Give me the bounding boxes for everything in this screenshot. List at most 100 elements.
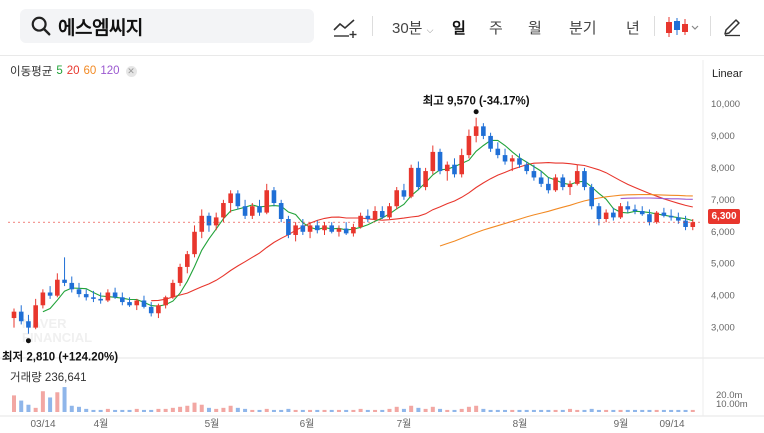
candle xyxy=(293,222,298,242)
volume-tick-label: 10.00m xyxy=(716,399,748,410)
volume-bar xyxy=(531,409,536,412)
candle xyxy=(618,203,623,219)
volume-bar xyxy=(76,406,81,412)
price-tick-label: 10,000 xyxy=(711,99,740,110)
volume-bar xyxy=(517,409,522,412)
volume-bar xyxy=(221,407,226,412)
volume-bar xyxy=(633,409,638,412)
candle xyxy=(430,145,436,175)
candle xyxy=(221,199,226,223)
candle xyxy=(481,123,486,140)
candle xyxy=(661,207,667,218)
candle-body xyxy=(228,193,233,204)
ma20-line xyxy=(151,162,693,302)
volume-bar xyxy=(293,409,298,412)
candle-body xyxy=(11,311,17,319)
search-icon xyxy=(31,16,51,36)
volume-bar xyxy=(503,409,508,412)
candle xyxy=(228,190,233,213)
candle-body xyxy=(647,214,652,223)
candle-body xyxy=(488,135,493,149)
ma120-line xyxy=(620,197,693,200)
volume-bar xyxy=(611,409,616,412)
volume-bar xyxy=(257,409,262,412)
candle-body xyxy=(293,225,298,235)
candle-body xyxy=(589,187,594,207)
candle-body xyxy=(524,164,529,172)
candle-body xyxy=(473,126,479,136)
candle-body xyxy=(26,321,31,328)
candle-body xyxy=(177,266,183,283)
candle-body xyxy=(538,177,544,184)
volume-bar xyxy=(48,397,53,412)
volume-bar xyxy=(19,400,24,412)
ma5-line xyxy=(42,139,693,313)
candle-body xyxy=(509,158,515,162)
candle-body xyxy=(18,311,24,322)
volume-bar xyxy=(654,409,659,412)
close-icon[interactable]: ✕ xyxy=(125,65,137,77)
volume-bar xyxy=(481,408,486,412)
tab-day[interactable]: 일 xyxy=(452,20,466,37)
price-tick-label: 6,000 xyxy=(711,227,735,238)
candle xyxy=(336,225,342,237)
volume-bar xyxy=(394,406,399,412)
candle xyxy=(300,219,306,235)
candle-body xyxy=(141,300,147,307)
search-box[interactable]: 에스엠씨지 xyxy=(20,9,314,43)
candle-body xyxy=(213,217,219,226)
candle xyxy=(639,206,645,216)
candle-body xyxy=(632,209,638,212)
volume-bar xyxy=(214,408,219,412)
candle-body xyxy=(379,211,385,218)
candle-body xyxy=(502,155,508,162)
candle xyxy=(235,190,241,210)
candle xyxy=(473,117,479,143)
candle-body xyxy=(264,190,270,213)
volume-bar xyxy=(192,402,197,412)
volume-bar xyxy=(264,408,269,412)
volume-bar xyxy=(286,408,291,412)
x-tick-label: 6월 xyxy=(300,418,315,430)
candle xyxy=(683,215,688,231)
x-tick-label: 9월 xyxy=(614,418,629,430)
candle-body xyxy=(430,151,436,172)
candle-body xyxy=(134,300,140,306)
candle xyxy=(83,289,89,301)
candle-body xyxy=(611,212,616,218)
volume-bar xyxy=(308,409,313,412)
candle xyxy=(452,158,457,178)
pencil-icon[interactable] xyxy=(722,17,742,37)
trend-line-add-icon[interactable] xyxy=(332,16,358,38)
candle xyxy=(156,303,161,319)
search-query[interactable]: 에스엠씨지 xyxy=(58,17,143,39)
x-tick-label: 4월 xyxy=(94,418,109,430)
candle-body xyxy=(546,183,551,191)
candlestick-icon[interactable] xyxy=(664,15,700,39)
ma120-value: 120 xyxy=(100,65,120,77)
candle-body xyxy=(120,297,125,303)
volume-bar xyxy=(365,409,370,412)
tab-month[interactable]: 월 xyxy=(528,20,542,37)
candle-body xyxy=(249,206,255,216)
volume-bar xyxy=(430,406,435,412)
interval-dropdown[interactable]: 30분 ⌵ xyxy=(392,17,434,38)
candle xyxy=(213,212,219,231)
candle-body xyxy=(495,148,501,156)
volume-bar xyxy=(373,409,378,412)
candle-body xyxy=(618,206,623,218)
tab-quarter[interactable]: 분기 xyxy=(569,20,597,37)
tab-year[interactable]: 년 xyxy=(626,20,640,37)
candle-body xyxy=(560,177,566,188)
price-tick-label: 5,000 xyxy=(711,259,735,270)
volume-bar xyxy=(510,409,515,412)
toolbar-divider xyxy=(654,16,655,36)
price-tick-label: 3,000 xyxy=(711,323,735,334)
candle xyxy=(416,161,421,191)
scale-toggle[interactable]: Linear xyxy=(712,68,743,80)
tab-week[interactable]: 주 xyxy=(489,20,503,37)
volume-bar xyxy=(445,409,450,412)
candle xyxy=(466,129,472,159)
volume-bar xyxy=(84,408,89,412)
